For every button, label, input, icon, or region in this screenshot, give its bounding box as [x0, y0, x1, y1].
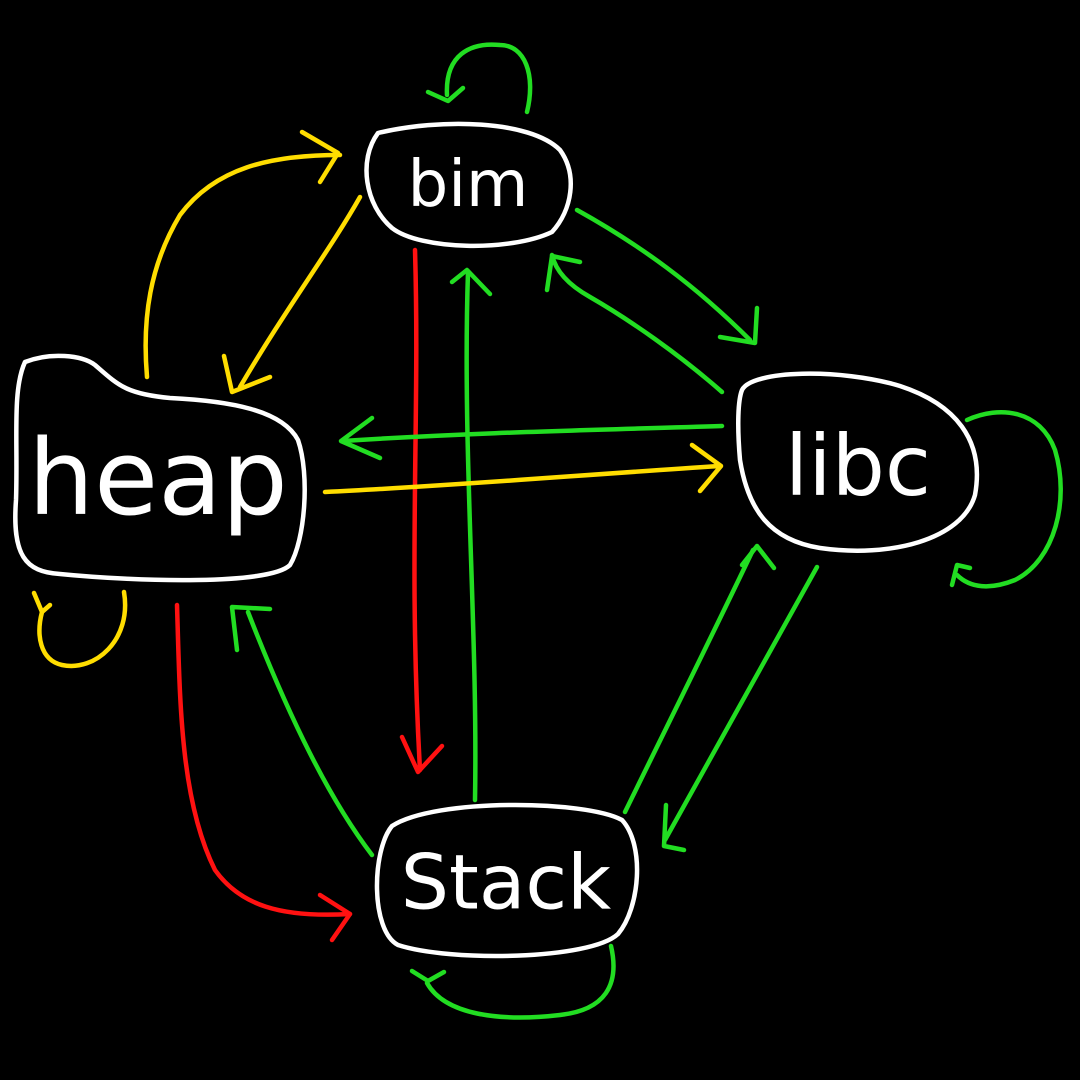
edge-bim-to-stack — [399, 247, 445, 775]
edge-heap-to-stack — [174, 602, 353, 943]
node-heap: heap — [13, 353, 307, 583]
node-stack: Stack — [374, 802, 640, 959]
edge-bim-to-libc — [574, 207, 760, 346]
node-stack-label: Stack — [401, 838, 611, 927]
node-heap-label: heap — [28, 417, 288, 539]
node-libc: libc — [736, 371, 980, 553]
node-bim-label: bim — [408, 148, 529, 222]
edge-stack-to-libc — [622, 543, 777, 815]
node-libc-label: libc — [785, 417, 931, 515]
edges — [31, 42, 1063, 1020]
edge-bim-self — [425, 42, 533, 115]
edge-stack-to-bim — [449, 267, 493, 803]
edge-heap-self — [31, 589, 128, 669]
edge-heap-to-libc — [322, 442, 724, 495]
edge-libc-to-bim — [544, 252, 725, 395]
nodes: bim heap libc Stack — [13, 121, 980, 959]
edge-libc-to-heap — [338, 415, 725, 461]
edge-libc-to-stack — [661, 564, 820, 853]
node-bim: bim — [364, 121, 573, 248]
edge-stack-to-heap — [229, 604, 375, 858]
edge-stack-self — [409, 943, 616, 1020]
edge-bim-to-heap — [221, 194, 363, 395]
edge-heap-to-bim — [143, 129, 343, 380]
edge-libc-self — [949, 410, 1063, 589]
